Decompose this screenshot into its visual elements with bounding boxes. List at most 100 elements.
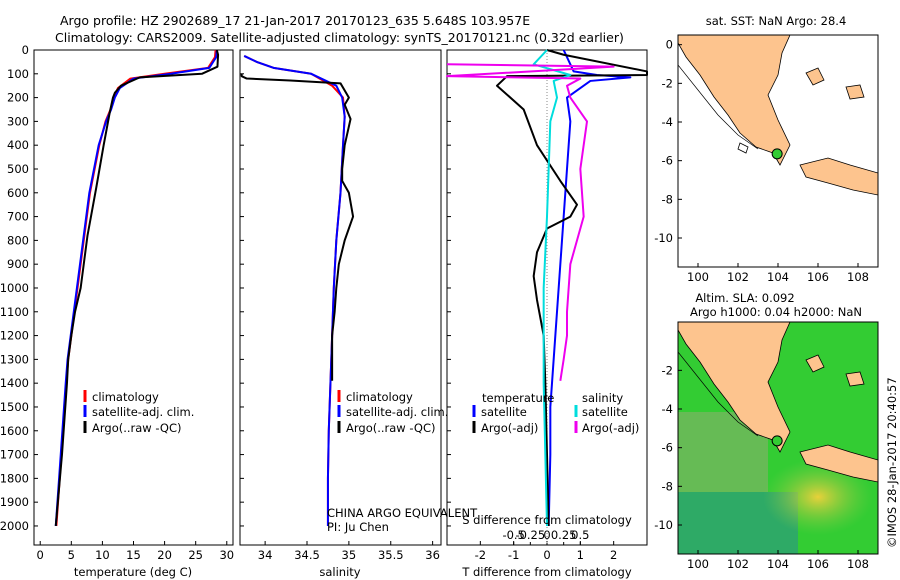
series-line-0 (243, 55, 346, 526)
map-x-tick-label: 108 (847, 557, 869, 571)
x-tick-label: 34.5 (294, 548, 320, 562)
x-tick-label: 0 (543, 548, 550, 562)
temperature-panel: 0 5 10 15 20 25 300100200300400500600700800900… (0, 43, 234, 579)
legend-t-satellite-label: satellite (481, 405, 527, 419)
x-tick-label: 2 (610, 548, 617, 562)
salinity-plot-frame (239, 49, 442, 546)
temperature-xlabel: temperature (deg C) (74, 565, 192, 579)
bangka-island (805, 354, 825, 373)
legend-temperature-title: temperature (482, 391, 554, 405)
java-landmass (799, 157, 878, 196)
y-tick-label: 1500 (0, 400, 29, 414)
sla-map-area (678, 322, 878, 554)
coast-contour (678, 64, 759, 150)
x-tick-label: -1 (508, 548, 519, 562)
map-y-tick-label: -4 (662, 115, 673, 129)
sst-map: sat. SST: NaN Argo: 28.4 100 102 104 106 108… (654, 14, 879, 284)
series-line-0 (547, 49, 632, 526)
sla-map: Altim. SLA: 0.092 Argo h1000: 0.04 h2000… (654, 291, 879, 571)
map-x-tick-label: 108 (847, 270, 869, 284)
map-y-tick-label: -6 (662, 154, 673, 168)
secondary-x-tick-label: 0.25 (551, 528, 577, 542)
x-tick-label: 34 (258, 548, 273, 562)
x-tick-label: 15 (126, 548, 141, 562)
sst-map-title: sat. SST: NaN Argo: 28.4 (706, 14, 847, 28)
legend-argo-label: Argo(..raw -QC) (92, 421, 182, 435)
belitung-island (845, 84, 865, 100)
legend-climatology-label: climatology (92, 390, 159, 404)
y-tick-label: 1100 (0, 305, 29, 319)
y-tick-label: 600 (7, 186, 29, 200)
series-line-3 (446, 63, 615, 381)
legend-argo-label: Argo(..raw -QC) (346, 421, 436, 435)
coast-contour (678, 351, 759, 437)
map-x-tick-label: 102 (727, 270, 749, 284)
salinity-panel: 34 34.5 35 35.5 36 salinity climatology sate… (239, 49, 478, 579)
map-y-tick-label: -6 (662, 441, 673, 455)
secondary-x-tick-label: -0.25 (515, 528, 545, 542)
x-tick-label: 0 (37, 548, 44, 562)
x-tick-label: 36 (425, 548, 440, 562)
map-y-tick-label: -10 (654, 518, 673, 532)
legend-s-argo-label: Argo(-adj) (582, 421, 639, 435)
map-y-tick-label: -10 (654, 231, 673, 245)
bangka-island (805, 67, 825, 86)
map-x-tick-label: 104 (767, 557, 789, 571)
difference-panel: -2 -1 0 1 2-0.5-0.250 0.250.5 T difference fr… (446, 49, 648, 579)
map-x-tick-label: 102 (727, 557, 749, 571)
map-y-tick-label: 0 (666, 38, 673, 52)
y-tick-label: 2000 (0, 519, 29, 533)
map-y-tick-label: -8 (662, 479, 673, 493)
x-tick-label: -2 (475, 548, 486, 562)
y-tick-label: 300 (7, 114, 29, 128)
series-line-1 (243, 55, 346, 526)
legend-satellite-label: satellite-adj. clim. (92, 405, 194, 419)
series-line-2 (240, 73, 355, 381)
float-position-marker (771, 435, 783, 447)
y-tick-label: 100 (7, 67, 29, 81)
y-tick-label: 200 (7, 91, 29, 105)
y-tick-label: 400 (7, 138, 29, 152)
sst-map-area (678, 35, 878, 267)
map-y-tick-label: -2 (662, 363, 673, 377)
map-y-tick-label: -4 (662, 402, 673, 416)
series-line-2 (532, 49, 572, 526)
x-tick-label: 35.5 (378, 548, 404, 562)
y-tick-label: 1800 (0, 471, 29, 485)
sumatra-landmass (678, 322, 791, 453)
legend-s-satellite-label: satellite (582, 405, 628, 419)
legend-salinity-title: salinity (582, 391, 623, 405)
x-tick-label: 20 (157, 548, 172, 562)
legend-t-argo-label: Argo(-adj) (481, 421, 538, 435)
y-tick-label: 700 (7, 210, 29, 224)
salinity-xlabel: salinity (319, 565, 360, 579)
y-tick-label: 1200 (0, 329, 29, 343)
x-tick-label: 1 (577, 548, 584, 562)
map-x-tick-label: 106 (807, 557, 829, 571)
mentawai-island (737, 142, 749, 154)
y-tick-label: 1600 (0, 424, 29, 438)
difference-legend: temperature satellite Argo(-adj) salinit… (472, 391, 639, 435)
imos-stamp: ©IMOS 28-Jan-2017 20:40:57 (885, 377, 899, 548)
map-y-tick-label: -2 (662, 76, 673, 90)
map-x-tick-label: 100 (687, 557, 709, 571)
x-tick-label: 30 (219, 548, 234, 562)
y-tick-label: 800 (7, 233, 29, 247)
legend-climatology-label: climatology (346, 390, 413, 404)
sla-map-subtitle: Argo h1000: 0.04 h2000: NaN (690, 305, 862, 319)
difference-secondary-xlabel: S difference from climatology (462, 513, 632, 527)
y-tick-label: 1300 (0, 352, 29, 366)
y-tick-label: 900 (7, 257, 29, 271)
java-landmass (799, 444, 878, 483)
sla-map-title: Altim. SLA: 0.092 (695, 291, 794, 305)
series-line-1 (496, 49, 648, 526)
y-tick-label: 0 (22, 43, 29, 57)
y-tick-label: 1700 (0, 448, 29, 462)
belitung-island (845, 371, 865, 387)
sla-high-anomaly (763, 459, 873, 535)
salinity-legend: climatology satellite-adj. clim. Argo(..… (337, 390, 448, 435)
x-tick-label: 5 (68, 548, 75, 562)
float-position-marker (771, 148, 783, 160)
float-annotation-1: CHINA ARGO EQUIVALENT (327, 506, 478, 520)
float-annotation-2: PI: Ju Chen (327, 520, 389, 534)
